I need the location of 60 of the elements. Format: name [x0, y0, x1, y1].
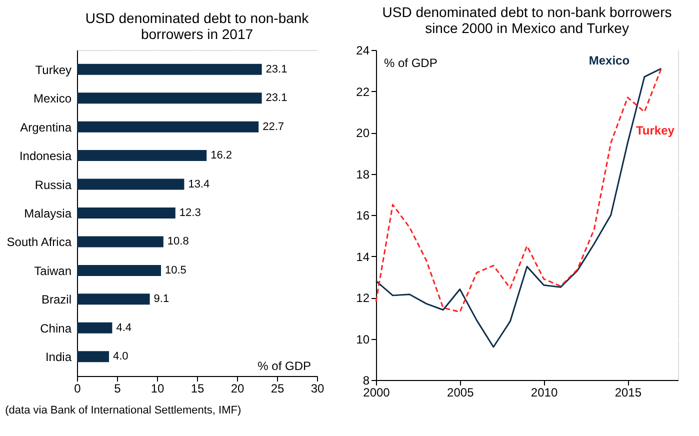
y-tick-label: Malaysia — [24, 206, 72, 220]
x-tick-label: 10 — [150, 382, 164, 396]
bar — [77, 121, 259, 132]
y-tick-label: 16 — [356, 208, 370, 222]
bar — [77, 92, 262, 104]
chart-title: USD denominated debt to non-bank borrowers since 2000 in Mexico and Turkey — [382, 4, 672, 36]
bar — [77, 264, 161, 276]
y-tick-label: Russia — [34, 178, 72, 192]
x-tick-label: 0 — [74, 382, 82, 396]
y-tick-label: India — [45, 350, 72, 364]
y-tick-label: 12 — [356, 291, 370, 305]
bar — [77, 150, 207, 162]
y-tick-label: South Africa — [6, 235, 72, 250]
x-tick-label: 30 — [310, 382, 324, 396]
x-tick-label: 15 — [190, 382, 204, 396]
data-label: 12.3 — [179, 207, 201, 219]
chart-title: USD denominated debt to non-bank borrowers in 2017 — [85, 10, 310, 42]
y-tick-label: 18 — [356, 167, 370, 182]
bar — [77, 64, 262, 75]
data-label: 4.0 — [113, 350, 128, 363]
bar — [77, 322, 112, 334]
data-label: 22.7 — [262, 120, 284, 133]
data-label: 23.1 — [266, 63, 288, 76]
x-tick-label: 25 — [270, 382, 284, 396]
x-tick-label: 20 — [230, 382, 244, 396]
data-label: 10.8 — [167, 236, 189, 248]
data-label: 10.5 — [165, 264, 186, 276]
bar — [77, 294, 150, 305]
series-label: Turkey — [636, 124, 675, 138]
y-tick-label: 20 — [356, 126, 370, 140]
y-tick-label: China — [40, 321, 72, 336]
y-tick-label: 10 — [356, 332, 370, 346]
annotation: % of GDP — [384, 56, 438, 70]
x-tick-label: 2010 — [530, 386, 558, 400]
x-tick-label: 2000 — [363, 386, 390, 400]
y-tick-label: 8 — [362, 374, 370, 388]
y-tick-label: Taiwan — [34, 264, 72, 278]
bar — [77, 178, 184, 190]
y-tick-label: 24 — [356, 44, 370, 58]
bar — [77, 208, 176, 218]
series-label: Mexico — [588, 54, 630, 68]
data-label: 4.4 — [116, 322, 132, 334]
text: (data via Bank of International Settlements, IMF) — [5, 404, 242, 416]
y-tick-label: Brazil — [41, 292, 72, 307]
y-tick-label: Turkey — [35, 62, 72, 77]
y-tick-label: 14 — [356, 250, 370, 264]
y-tick-label: Mexico — [33, 92, 72, 106]
data-label: 13.4 — [188, 178, 210, 190]
annotation: % of GDP — [258, 359, 311, 373]
x-tick-label: 2015 — [614, 386, 642, 400]
x-tick-label: 2005 — [447, 386, 474, 400]
data-label: 16.2 — [210, 150, 232, 162]
y-tick-label: 22 — [356, 84, 370, 99]
data-label: 23.1 — [266, 92, 288, 104]
y-tick-label: Indonesia — [19, 149, 72, 164]
y-tick-label: Argentina — [20, 120, 72, 134]
bar — [77, 351, 109, 362]
bar — [77, 236, 164, 248]
data-label: 9.1 — [154, 293, 170, 306]
x-tick-label: 5 — [114, 382, 122, 396]
